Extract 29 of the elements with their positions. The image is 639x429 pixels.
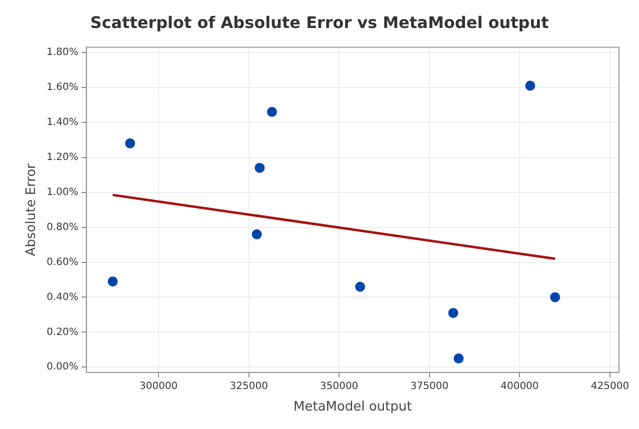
y-axis-title: Absolute Error xyxy=(24,162,40,256)
chart-title: Scatterplot of Absolute Error vs MetaModel output xyxy=(90,12,550,32)
point xyxy=(252,229,262,240)
x-tick-label: 425000 xyxy=(590,380,630,392)
x-axis-title: MetaModel output xyxy=(294,400,412,415)
y-tick-label: 0.60% xyxy=(46,256,78,268)
y-tick-label: 1.20% xyxy=(46,152,78,163)
x-tick-label: 300000 xyxy=(139,380,178,392)
point xyxy=(254,162,265,173)
y-tick-label: 1.80% xyxy=(46,47,78,58)
y-tick-label: 0.00% xyxy=(46,362,78,373)
point xyxy=(266,106,277,117)
point xyxy=(448,308,458,318)
y-tick-label: 1.40% xyxy=(46,116,78,128)
y-tick-label: 0.20% xyxy=(46,326,78,338)
x-tick-label: 400000 xyxy=(500,380,539,392)
point xyxy=(525,80,536,91)
point xyxy=(108,276,118,286)
point xyxy=(125,138,136,148)
x-tick-label: 375000 xyxy=(410,380,449,392)
x-tick-label: 350000 xyxy=(320,380,358,392)
x-tick-label: 325000 xyxy=(230,380,268,392)
y-tick-label: 0.40% xyxy=(46,292,78,303)
point xyxy=(550,292,560,302)
y-tick-label: 0.80% xyxy=(46,222,78,233)
y-tick-label: 1.00% xyxy=(46,186,78,198)
point xyxy=(454,353,464,364)
point xyxy=(355,282,366,292)
y-tick-label: 1.60% xyxy=(46,82,78,94)
